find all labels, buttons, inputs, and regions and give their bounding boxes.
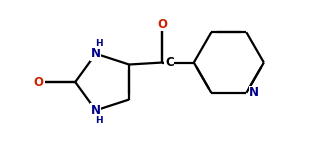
Text: N: N xyxy=(249,86,259,99)
Text: N: N xyxy=(91,47,101,60)
Text: H: H xyxy=(95,116,103,125)
Text: N: N xyxy=(91,104,101,117)
Text: O: O xyxy=(33,76,43,89)
Text: O: O xyxy=(157,18,167,31)
Text: C: C xyxy=(165,56,174,69)
Text: H: H xyxy=(95,39,103,48)
